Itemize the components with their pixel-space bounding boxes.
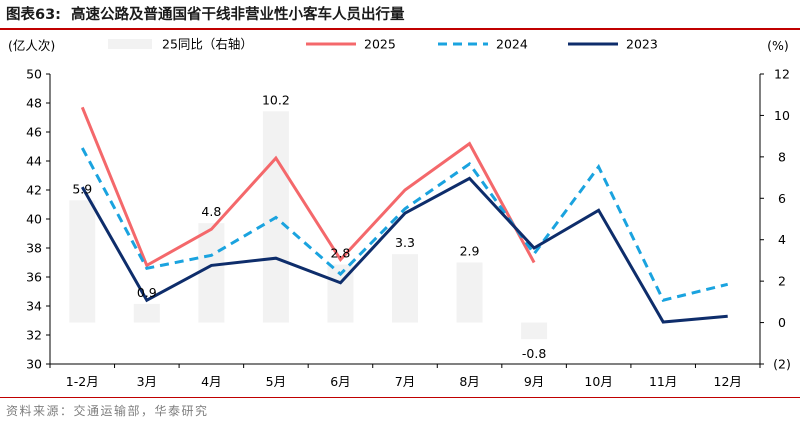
right-tick-label: 4: [778, 232, 786, 247]
bar-yoy-0: [69, 200, 96, 323]
source-divider: [0, 397, 800, 398]
x-tick-label: 7月: [395, 374, 415, 389]
x-tick-label: 5月: [266, 374, 286, 389]
bar-data-label: 10.2: [262, 92, 290, 107]
right-tick-label: 12: [774, 67, 790, 82]
legend-label-2024: 2024: [496, 37, 528, 52]
left-tick-label: 42: [26, 183, 42, 198]
x-tick-label: 9月: [524, 374, 544, 389]
left-tick-label: 34: [26, 299, 42, 314]
left-tick-label: 40: [26, 212, 42, 227]
data-label-layer: 5.9 0.9 4.8 10.2 2.8 3.3 2.9 -0.8: [72, 92, 546, 361]
series-line-2024: [80, 147, 729, 302]
x-tick-label: 1-2月: [66, 374, 99, 389]
right-tick-label: 10: [774, 108, 790, 123]
x-tick-label: 3月: [137, 374, 157, 389]
left-tick-label: 44: [26, 154, 42, 169]
legend: 25同比（右轴） 2025 2024 2023: [108, 37, 658, 52]
left-tick-label: 32: [26, 328, 42, 343]
bar-data-label: 5.9: [72, 181, 92, 196]
bar-layer: [69, 111, 548, 340]
bar-yoy-5: [392, 254, 418, 323]
left-tick-label: 30: [26, 357, 42, 372]
bar-yoy-1: [133, 303, 160, 323]
bar-yoy-7: [521, 322, 548, 340]
x-tick-label: 10月: [584, 374, 612, 389]
legend-label-2025: 2025: [364, 37, 396, 52]
bar-data-label: 2.9: [460, 244, 480, 259]
title-divider: [0, 28, 800, 30]
left-tick-label: 50: [26, 67, 42, 82]
right-axis-unit-label: (%): [767, 38, 789, 53]
x-tick-label: 4月: [201, 374, 221, 389]
right-tick-label: 2: [778, 274, 786, 289]
legend-label-yoy: 25同比（右轴）: [162, 37, 253, 52]
left-tick-label: 48: [26, 96, 42, 111]
series-line-2023: [80, 176, 728, 324]
right-tick-label: 6: [778, 191, 786, 206]
x-tick-label: 8月: [459, 374, 479, 389]
x-tick-label: 11月: [649, 374, 677, 389]
left-axis-unit-label: (亿人次): [8, 38, 55, 53]
right-tick-label: 0: [778, 315, 786, 330]
x-tick-label: 6月: [330, 374, 350, 389]
bar-data-label: 4.8: [201, 204, 221, 219]
series-layer: [80, 106, 729, 324]
right-tick-label: 8: [778, 149, 786, 164]
chart-title-row: 图表63: 高速公路及普通国省干线非营业性小客车人员出行量: [6, 4, 404, 26]
chart-title: 高速公路及普通国省干线非营业性小客车人员出行量: [70, 7, 405, 23]
right-tick-label: (2): [773, 357, 791, 372]
left-tick-label: 38: [26, 241, 42, 256]
legend-swatch-yoy: [108, 39, 152, 49]
legend-label-2023: 2023: [626, 37, 658, 52]
left-tick-label: 46: [26, 125, 42, 140]
figure-label: 图表63:: [6, 7, 61, 23]
bar-yoy-6: [456, 262, 483, 323]
left-tick-label: 36: [26, 270, 42, 285]
bar-data-label: 3.3: [395, 235, 415, 250]
source-note: 资料来源：交通运输部，华泰研究: [6, 404, 209, 418]
series-line-2025: [80, 106, 536, 268]
bar-data-label: 2.8: [331, 246, 351, 261]
bar-data-label: 0.9: [137, 285, 157, 300]
x-tick-label: 12月: [714, 374, 742, 389]
bar-yoy-2: [198, 223, 225, 323]
bar-data-label: -0.8: [522, 346, 546, 361]
